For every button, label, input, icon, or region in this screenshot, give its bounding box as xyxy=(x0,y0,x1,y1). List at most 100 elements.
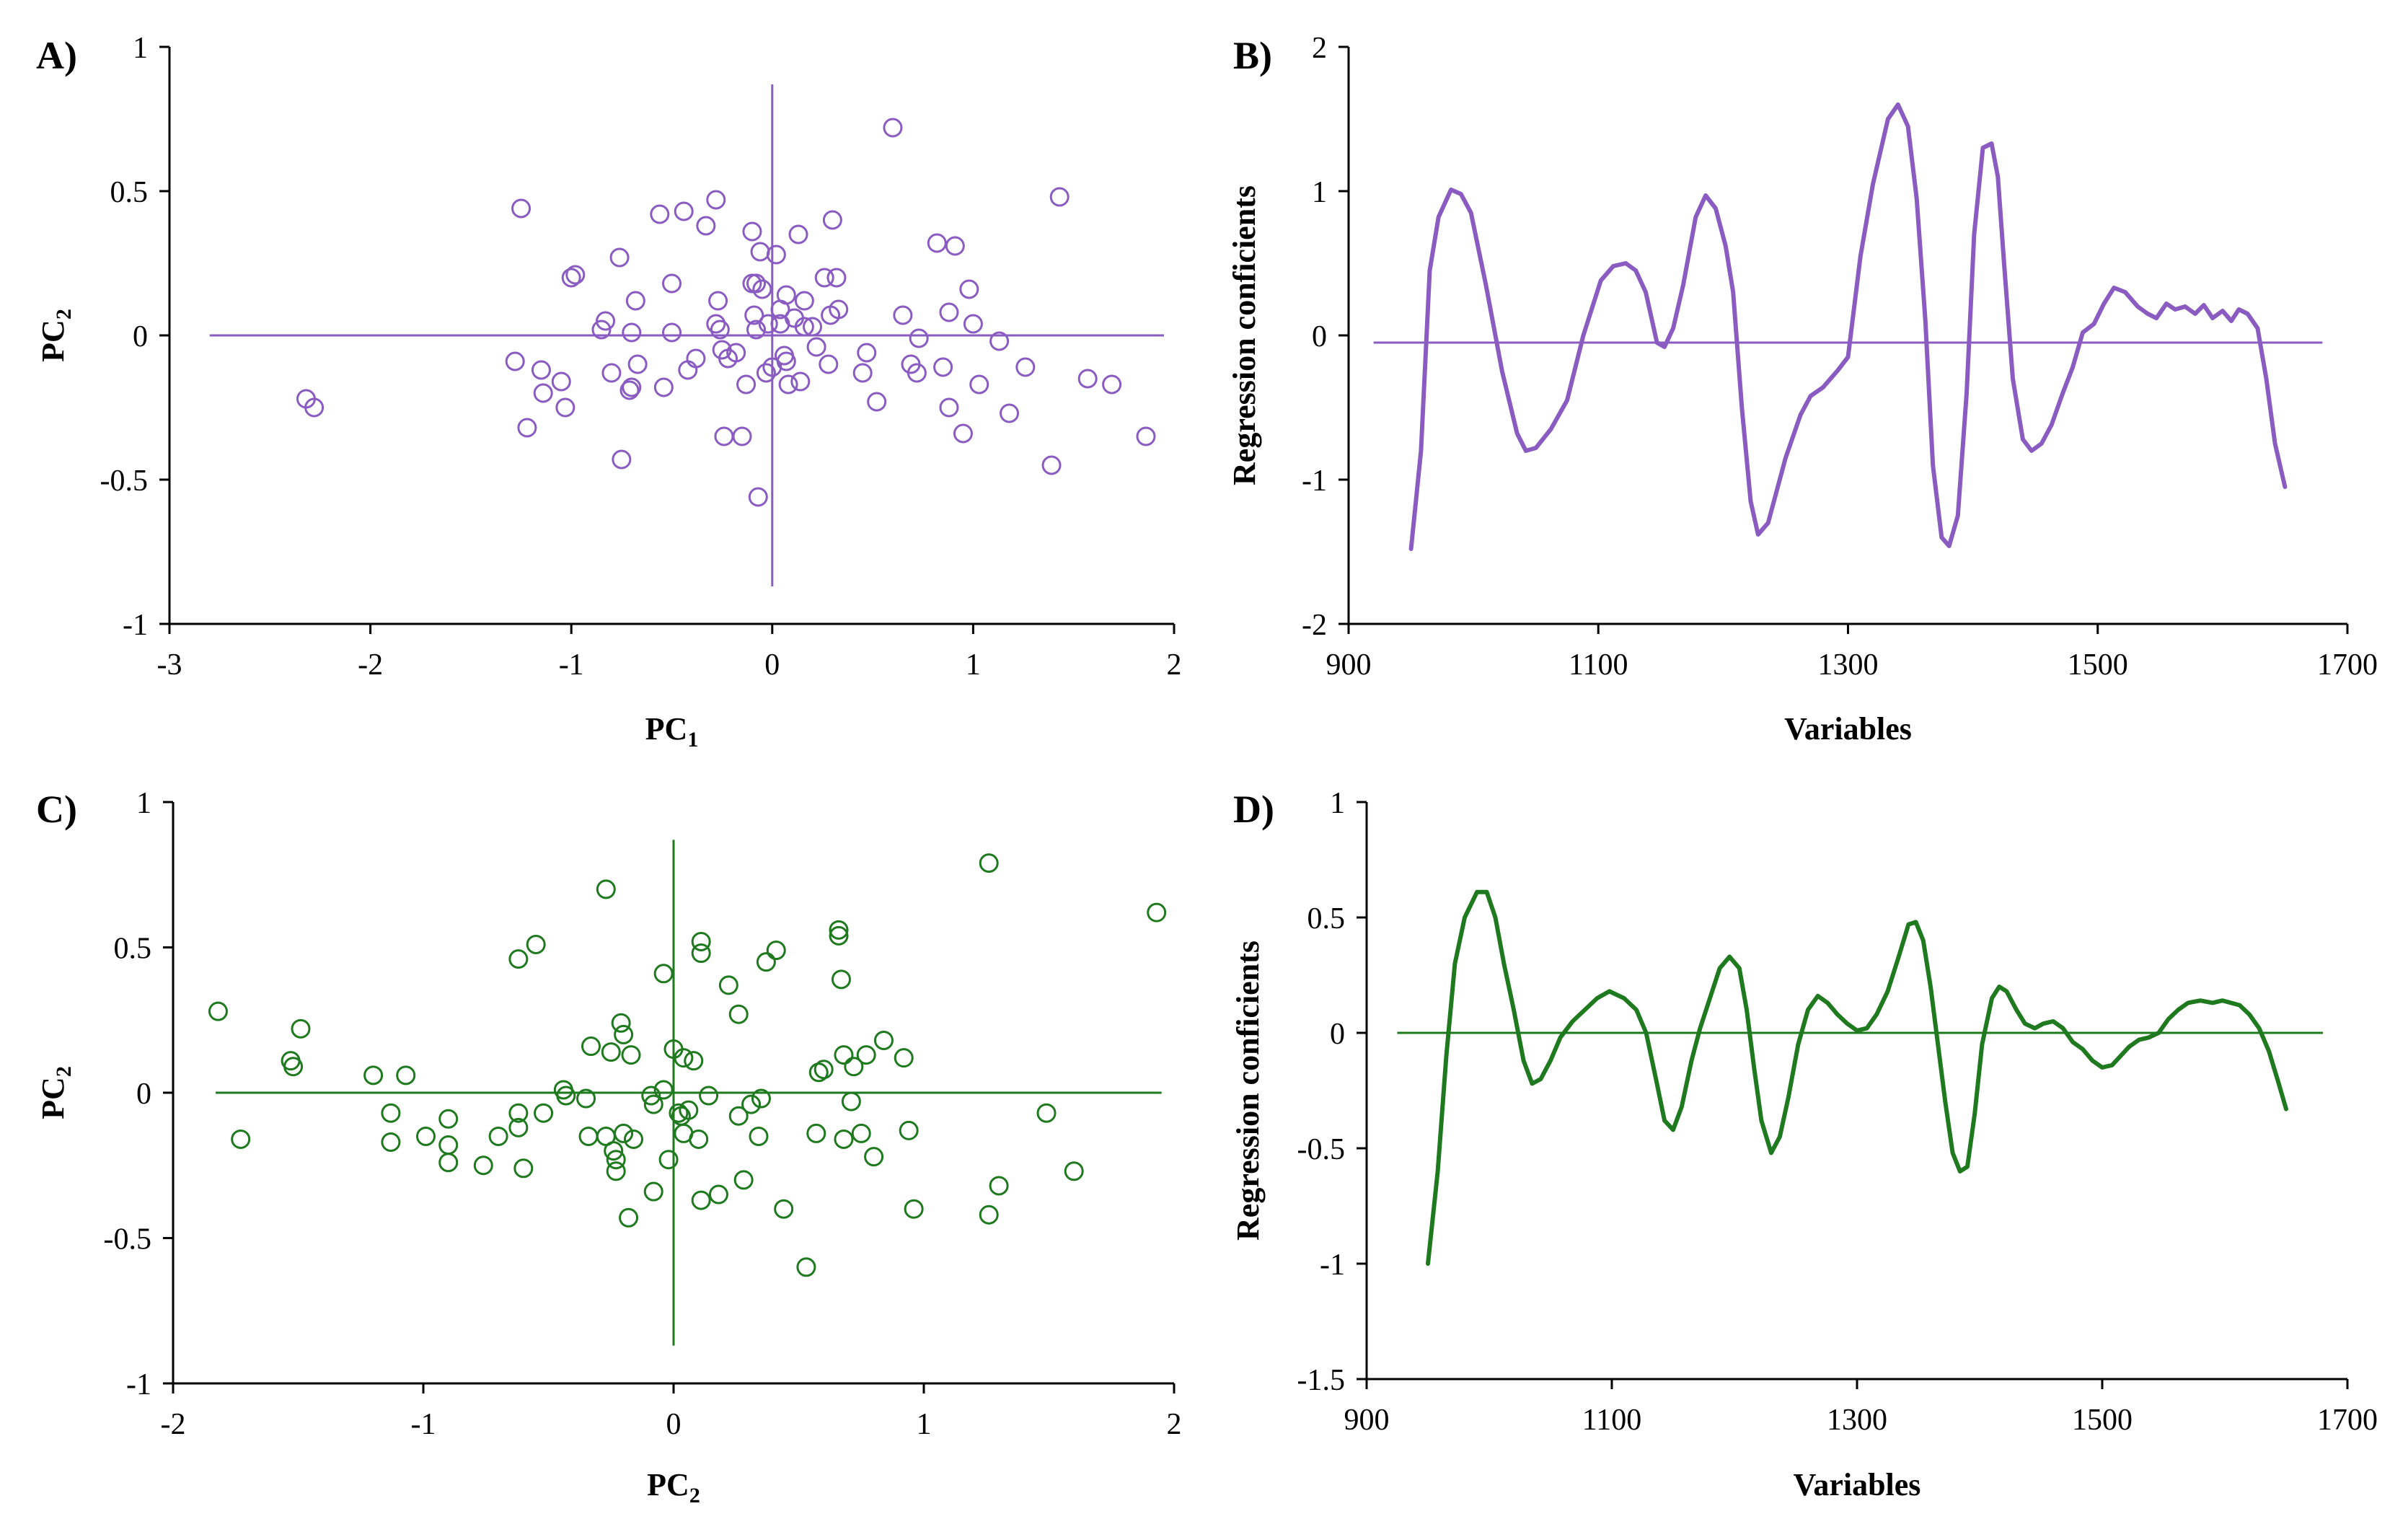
scatter-point xyxy=(841,1091,861,1111)
scatter-point xyxy=(907,363,927,383)
scatter-point xyxy=(658,1150,679,1170)
x-tick-label: 900 xyxy=(1326,648,1372,682)
x-tick-label: 1500 xyxy=(2072,1404,2133,1437)
scatter-point xyxy=(822,210,842,230)
x-tick-label: 1700 xyxy=(2317,648,2378,682)
scatter-point xyxy=(689,1129,709,1149)
y-tick-label: -1 xyxy=(1302,464,1327,498)
scatter-point xyxy=(708,291,728,311)
scatter-point xyxy=(746,320,767,340)
scatter-point xyxy=(561,268,581,288)
x-tick-label: 1700 xyxy=(2317,1404,2378,1437)
scatter-point xyxy=(653,377,674,397)
scatter-point xyxy=(556,1086,576,1106)
x-tick-label: 1100 xyxy=(1582,1404,1641,1437)
y-axis-title: PC2 xyxy=(35,309,76,362)
x-tick-label: -3 xyxy=(157,648,182,682)
scatter-point xyxy=(1136,426,1156,446)
scatter-point xyxy=(714,426,734,446)
scatter-point xyxy=(756,363,776,383)
scatter-point xyxy=(696,216,716,236)
scatter-point xyxy=(969,374,989,395)
scatter-point xyxy=(691,1190,711,1210)
scatter-point xyxy=(766,245,786,265)
y-tick-label: 1 xyxy=(136,787,151,820)
scatter-point xyxy=(606,1161,626,1181)
scatter-point xyxy=(867,392,887,412)
y-tick-label: 0 xyxy=(1330,1018,1345,1051)
scatter-point xyxy=(806,1123,826,1143)
scatter-point xyxy=(732,426,752,446)
x-axis-title-subscript: 2 xyxy=(689,1484,700,1507)
scatter-point xyxy=(829,925,849,946)
x-tick-label: -2 xyxy=(358,648,383,682)
scatter-point xyxy=(691,931,711,951)
y-axis-title-text: Regression conficients xyxy=(1230,941,1266,1241)
x-axis-title: PC2 xyxy=(647,1467,700,1507)
panel-letter: D) xyxy=(1233,788,1274,831)
scatter-point xyxy=(622,377,642,397)
scatter-point xyxy=(899,1120,919,1140)
scatter-point xyxy=(894,1048,914,1068)
scatter-point xyxy=(728,1106,749,1126)
y-tick-label: 0 xyxy=(1312,320,1327,353)
scatter-point xyxy=(596,879,616,899)
scatter-point xyxy=(758,314,778,334)
scatter-point xyxy=(662,273,682,294)
panel-d: D) -1.5 -1 -0.5 0 0.5 1 900 1100 1300 1500 1700 Vari… xyxy=(1230,787,2378,1502)
scatter-point xyxy=(231,1129,251,1149)
panel-b: B) -2 -1 0 1 2 900 1100 1300 1500 1700 Variables Reg… xyxy=(1227,32,2378,747)
scatter-point xyxy=(653,1080,674,1100)
scatter-point xyxy=(778,374,798,395)
scatter-point xyxy=(438,1109,459,1129)
scatter-point xyxy=(609,247,630,268)
scatter-point xyxy=(904,1199,924,1219)
scatter-point xyxy=(625,291,645,311)
scatter-point xyxy=(710,320,730,340)
scatter-point xyxy=(601,363,622,383)
x-tick-label: 1500 xyxy=(2068,648,2128,682)
scatter-point xyxy=(744,305,764,325)
y-axis-title-subscript: 2 xyxy=(52,309,76,320)
x-tick-label: 2 xyxy=(1167,1408,1182,1441)
y-axis-title-text: PC xyxy=(35,1077,71,1119)
panel-letter: C) xyxy=(36,788,77,831)
scatter-point xyxy=(614,1024,634,1044)
y-tick-label: 0 xyxy=(136,1078,151,1111)
scatter-point xyxy=(643,1181,663,1202)
scatter-point xyxy=(555,397,575,418)
scatter-point xyxy=(699,1086,719,1106)
scatter-point xyxy=(909,328,929,348)
y-axis-title: PC2 xyxy=(35,1066,76,1119)
scatter-point xyxy=(304,397,325,418)
scatter-point xyxy=(741,1094,762,1114)
scatter-point xyxy=(989,331,1010,351)
scatter-point xyxy=(591,320,612,340)
x-tick-label: -1 xyxy=(559,648,584,682)
scatter-point xyxy=(619,1207,639,1228)
scatter-point xyxy=(774,1199,794,1219)
y-axis-title-text: Regression conficients xyxy=(1227,185,1262,485)
scatter-point xyxy=(752,279,772,299)
x-tick-label: -2 xyxy=(161,1408,186,1441)
scatter-point xyxy=(708,1184,728,1205)
x-axis-title-text: Variables xyxy=(1794,1467,1921,1502)
scatter-point xyxy=(851,1123,871,1143)
scatter-point xyxy=(963,314,983,334)
scatter-point xyxy=(776,351,796,371)
scatter-point xyxy=(283,1057,304,1077)
x-axis-title-text: PC xyxy=(647,1467,689,1502)
scatter-point xyxy=(979,853,999,873)
scatter-point xyxy=(939,302,959,322)
scatter-point xyxy=(726,343,746,363)
scatter-point xyxy=(893,305,913,325)
scatter-point xyxy=(208,1001,228,1021)
scatter-point xyxy=(728,1004,749,1024)
series-line xyxy=(1408,102,2288,551)
scatter-point xyxy=(679,1100,699,1120)
scatter-point xyxy=(606,1150,626,1170)
scatter-point xyxy=(508,949,529,969)
y-tick-label: 0.5 xyxy=(114,933,152,966)
scatter-point xyxy=(415,1126,436,1146)
